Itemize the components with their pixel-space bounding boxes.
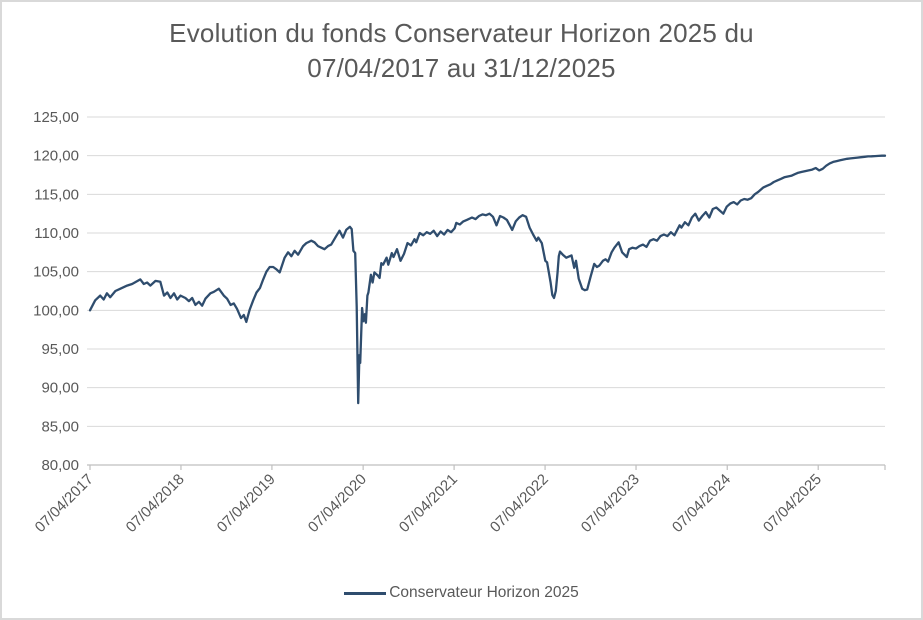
- chart-title-line2: 07/04/2017 au 31/12/2025: [307, 53, 616, 83]
- y-axis-label: 125,00: [33, 109, 79, 126]
- y-axis-label: 85,00: [41, 418, 79, 435]
- y-axis-label: 115,00: [34, 186, 79, 203]
- x-axis-label: 07/04/2021: [396, 471, 461, 536]
- x-axis-label: 07/04/2022: [487, 471, 552, 536]
- x-axis-label: 07/04/2024: [669, 471, 734, 536]
- series-line: [88, 154, 887, 405]
- x-axis-label: 07/04/2023: [578, 471, 643, 536]
- x-axis-label: 07/04/2017: [32, 471, 97, 536]
- legend-label: Conservateur Horizon 2025: [389, 584, 579, 601]
- x-axis-label: 07/04/2018: [123, 471, 188, 536]
- y-axis-label: 80,00: [41, 457, 79, 474]
- chart-legend: Conservateur Horizon 2025: [2, 584, 921, 602]
- chart-title: Evolution du fonds Conservateur Horizon …: [2, 16, 921, 86]
- y-axis-label: 90,00: [41, 380, 79, 397]
- y-axis-label: 105,00: [33, 264, 79, 281]
- y-axis-label: 95,00: [41, 341, 79, 358]
- x-axis-label: 07/04/2025: [760, 471, 825, 536]
- y-axis-label: 110,00: [34, 225, 79, 242]
- x-axis-label: 07/04/2019: [214, 471, 279, 536]
- y-axis-label: 100,00: [33, 302, 79, 319]
- legend-line-marker: [344, 591, 387, 595]
- y-axis-label: 120,00: [33, 148, 79, 165]
- x-axis-label: 07/04/2020: [305, 471, 370, 536]
- chart-title-line1: Evolution du fonds Conservateur Horizon …: [169, 18, 754, 48]
